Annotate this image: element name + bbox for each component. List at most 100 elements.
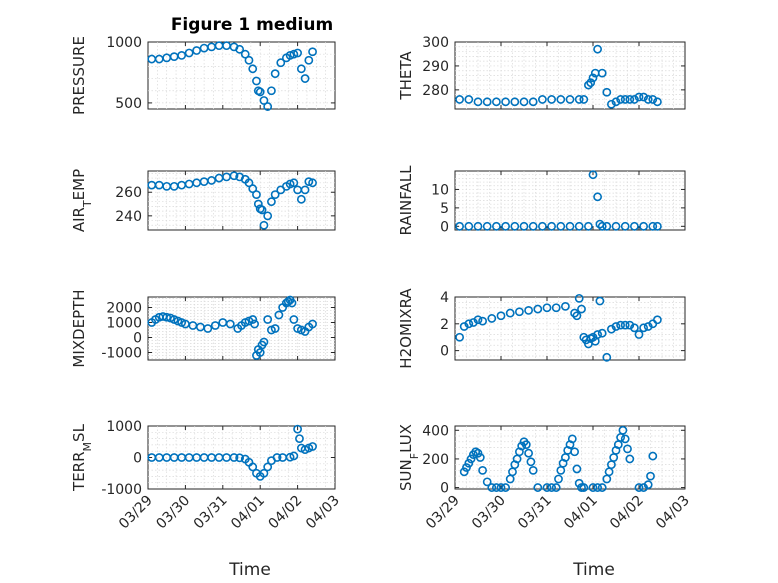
subplot-pressure: 500 1000 PRESSURE xyxy=(70,35,336,115)
data-point xyxy=(524,448,533,458)
data-point xyxy=(528,97,538,107)
data-point xyxy=(482,97,492,107)
data-point xyxy=(611,322,621,331)
data-point xyxy=(289,315,299,324)
data-point xyxy=(595,296,605,306)
data-point xyxy=(620,320,630,330)
data-point xyxy=(620,221,630,231)
x-tick-label: 04/01 xyxy=(561,493,601,533)
data-point xyxy=(270,324,280,333)
data-point xyxy=(462,463,471,472)
data-point xyxy=(473,97,483,107)
data-point xyxy=(551,303,561,313)
data-point xyxy=(263,315,273,324)
data-point xyxy=(538,95,547,104)
y-tick-label: 0 xyxy=(440,481,449,497)
data-point xyxy=(501,97,510,107)
data-point xyxy=(252,76,261,86)
data-point xyxy=(491,221,501,231)
data-point xyxy=(285,51,295,60)
data-point xyxy=(567,434,577,444)
data-point xyxy=(510,221,520,231)
subplot-sun-flux: 03/29 03/30 03/31 04/01 04/02 04/03 0 200 400SUN… xyxy=(397,423,693,532)
data-point xyxy=(646,471,655,481)
data-point xyxy=(235,44,245,54)
data-point xyxy=(225,319,235,329)
y-tick-label: -1000 xyxy=(101,482,142,498)
data-point xyxy=(510,97,520,107)
data-point xyxy=(623,444,632,454)
subplot-air-temp: 240 260 AIRTEMP xyxy=(70,169,336,232)
data-point xyxy=(184,48,194,58)
data-point xyxy=(515,307,524,317)
data-point xyxy=(625,454,635,464)
data-point xyxy=(459,467,469,477)
data-point xyxy=(643,480,653,490)
data-point xyxy=(482,477,492,487)
subplot-rainfall: 0 5 10 RAINFALL xyxy=(397,165,686,235)
data-point xyxy=(496,483,506,492)
data-point xyxy=(586,78,596,88)
data-point xyxy=(630,323,639,333)
data-point xyxy=(547,95,556,104)
data-point xyxy=(295,434,304,443)
data-point xyxy=(648,95,658,104)
data-point xyxy=(482,221,492,231)
data-point xyxy=(267,197,276,207)
x-tick-label: 04/03 xyxy=(303,493,343,533)
data-point xyxy=(487,314,497,323)
y-axis-label: AIRTEMP xyxy=(70,169,94,232)
data-point xyxy=(229,171,239,181)
data-point xyxy=(584,80,593,90)
y-tick-label: -1000 xyxy=(101,346,142,362)
data-point xyxy=(203,324,213,333)
data-point xyxy=(639,221,648,231)
data-point xyxy=(308,47,317,57)
data-point xyxy=(597,68,607,78)
data-point xyxy=(464,458,474,468)
data-point xyxy=(572,311,582,321)
y-tick-label: 200 xyxy=(422,452,449,468)
data-point xyxy=(607,99,616,109)
data-point xyxy=(602,352,612,362)
x-axis-label: Time xyxy=(572,560,615,580)
data-point xyxy=(616,95,625,104)
data-point xyxy=(519,97,529,107)
x-axis-label-right: Time xyxy=(572,560,615,580)
data-point xyxy=(597,221,607,231)
x-tick-label: 03/30 xyxy=(153,493,193,533)
data-point xyxy=(304,177,314,187)
data-point xyxy=(459,322,469,331)
x-tick-label: 04/02 xyxy=(266,493,306,533)
data-point xyxy=(618,425,628,435)
data-point xyxy=(574,478,584,488)
data-point xyxy=(263,102,273,111)
figure-title: Figure 1 medium xyxy=(171,15,333,35)
data-point xyxy=(491,483,501,492)
data-point xyxy=(593,483,602,492)
data-point xyxy=(584,221,593,231)
data-point xyxy=(210,321,220,330)
data-point xyxy=(528,221,538,231)
x-axis-label-left: Time xyxy=(228,560,271,580)
data-point xyxy=(653,221,662,231)
data-point xyxy=(289,178,299,188)
data-point xyxy=(468,318,478,327)
data-point xyxy=(634,330,644,339)
data-point xyxy=(574,221,584,231)
data-point xyxy=(250,319,259,329)
data-point xyxy=(561,301,570,311)
data-point xyxy=(177,51,187,60)
x-tick-label: 03/30 xyxy=(469,493,509,533)
data-point xyxy=(643,95,653,104)
data-point xyxy=(455,221,464,231)
data-point xyxy=(270,69,280,79)
y-axis-label: TERRMSL xyxy=(70,423,94,492)
y-tick-label: 1000 xyxy=(106,316,142,332)
y-tick-label: 2000 xyxy=(106,301,142,317)
data-point xyxy=(607,324,616,334)
data-point xyxy=(593,192,602,202)
data-point xyxy=(263,462,273,472)
